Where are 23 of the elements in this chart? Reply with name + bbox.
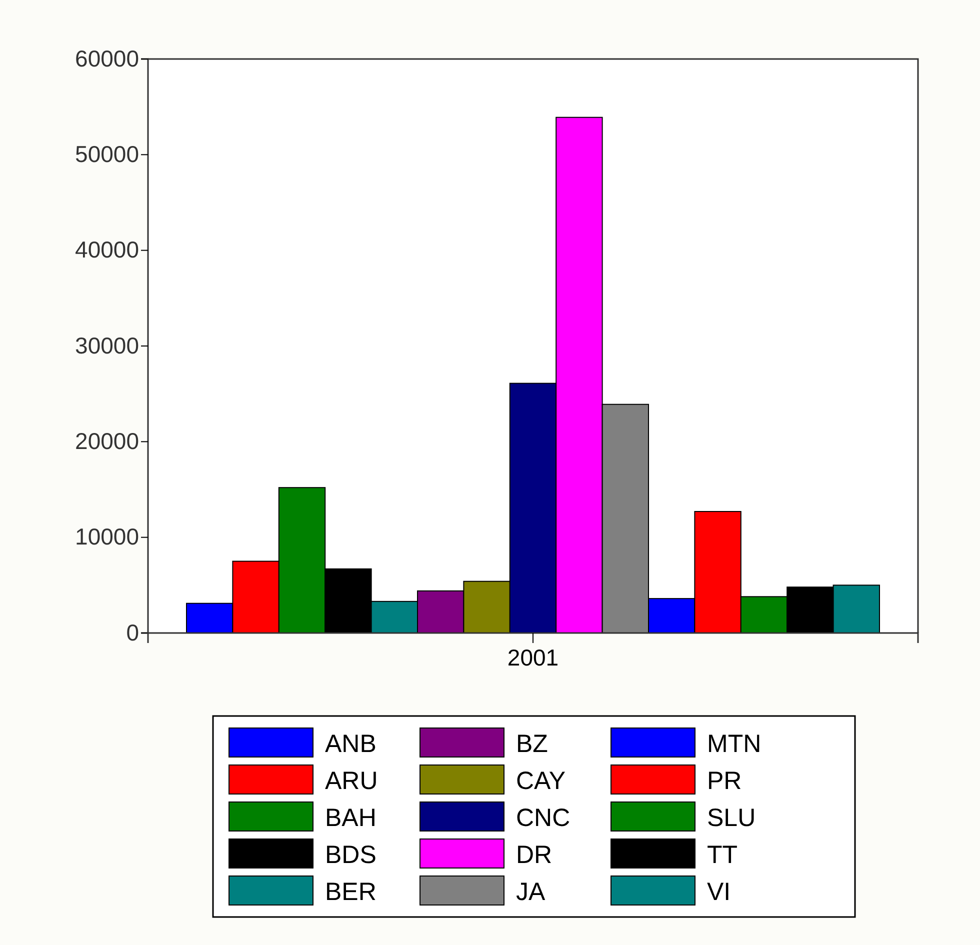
y-tick-label: 60000: [75, 45, 139, 72]
y-tick-label: 30000: [75, 332, 139, 358]
legend-label: JA: [516, 878, 546, 906]
legend-label: TT: [707, 841, 738, 869]
legend-label: ANB: [325, 730, 376, 758]
legend-label: PR: [707, 767, 742, 795]
legend-label: BAH: [325, 804, 376, 832]
legend-label: SLU: [707, 804, 756, 832]
x-tick-label: 2001: [507, 644, 559, 670]
legend-label: CNC: [516, 804, 570, 832]
y-tick-label: 10000: [75, 524, 139, 550]
legend-label: BER: [325, 878, 376, 906]
legend-label: ARU: [325, 767, 378, 795]
legend-label: BZ: [516, 730, 548, 758]
legend-label: DR: [516, 841, 552, 869]
legend-label: BDS: [325, 841, 376, 869]
y-tick-label: 20000: [75, 428, 139, 454]
legend-label: CAY: [516, 767, 566, 795]
y-tick-label: 0: [126, 619, 139, 646]
y-tick-label: 40000: [75, 236, 139, 263]
legend-label: VI: [707, 878, 731, 906]
y-tick-label: 50000: [75, 141, 139, 168]
legend-label: MTN: [707, 730, 762, 758]
